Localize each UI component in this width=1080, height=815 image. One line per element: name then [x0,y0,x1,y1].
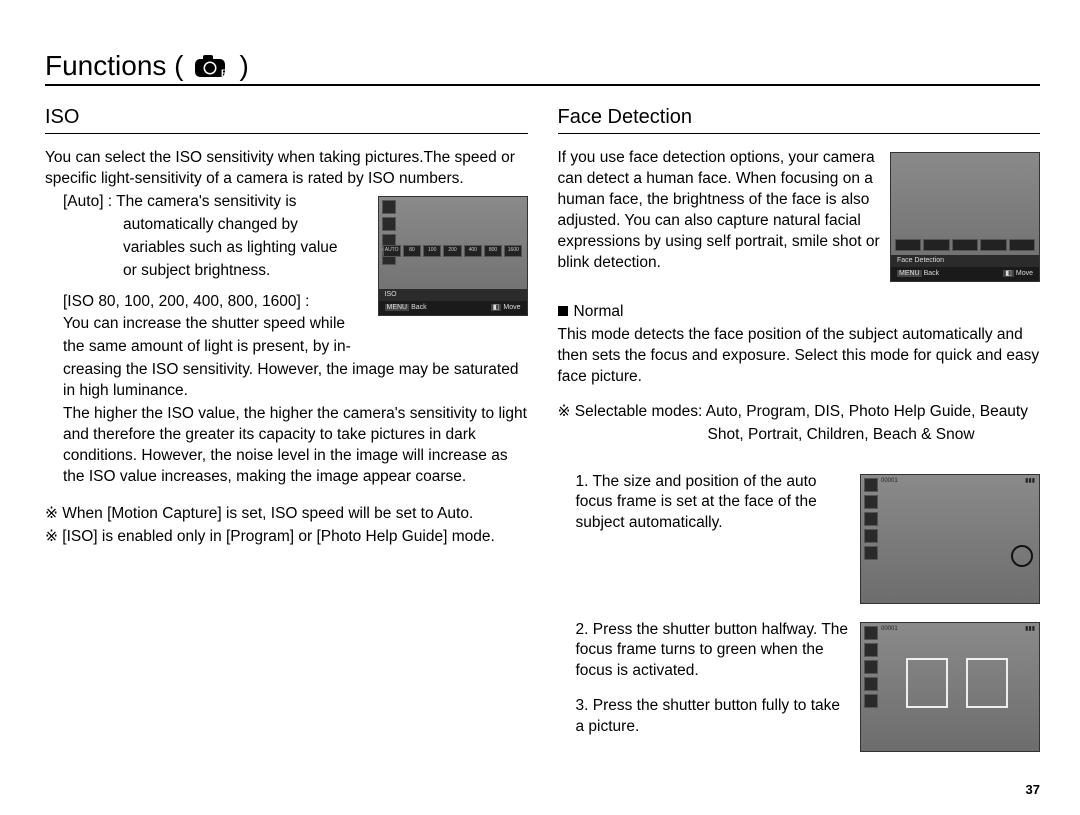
lcd-side-icon [864,643,878,657]
iso-note2: ※ [ISO] is enabled only in [Program] or … [45,527,528,548]
iso-chip: 400 [464,245,482,257]
iso-chip: AUTO [383,245,401,257]
fd-icon-row [891,239,1039,251]
normal-label: Normal [558,302,1041,323]
left-column: ISO You can select the ISO sensitivity w… [45,104,528,762]
face-focus-box [906,658,948,708]
fd-chip [980,239,1006,251]
page-number: 37 [1026,782,1040,797]
fd-step2-screenshot: 00001 ▮▮▮ [860,622,1040,752]
lcd-counter: 00001 [881,477,898,487]
fd-chip [1009,239,1035,251]
iso-chip: 800 [484,245,502,257]
battery-icon: ▮▮▮ [1025,477,1035,487]
modes-line1: ※ Selectable modes: Auto, Program, DIS, … [558,402,1041,423]
right-column: Face Detection Face Detection MENUBack ◧… [558,104,1041,762]
lcd-side-icon [864,512,878,526]
lcd-move-label: ◧Move [491,303,521,312]
face-focus-box [966,658,1008,708]
lcd-side-icon [864,626,878,640]
fd-step1-block: 00001 ▮▮▮ 1. The size and position of th… [558,472,1041,614]
lcd-top-row: 00001 ▮▮▮ [881,477,1035,487]
lcd-back-label: MENUBack [897,269,939,278]
lcd-side-icons [864,478,878,575]
face-detection-heading: Face Detection [558,104,1041,134]
lcd-side-icon [864,546,878,560]
fd-intro-block: Face Detection MENUBack ◧Move If you use… [558,148,1041,290]
iso-note1: ※ When [Motion Capture] is set, ISO spee… [45,504,528,525]
title-prefix: Functions ( [45,50,184,82]
lcd-label-bar: ISO [379,289,527,301]
modes-line2: Shot, Portrait, Children, Beach & Snow [708,425,1041,446]
lcd-side-icon [864,478,878,492]
lcd-side-icon [382,217,396,231]
iso-lcd-screenshot: AUTO 80 100 200 400 800 1600 ISO MENUBac… [378,196,528,316]
lcd-back-label: MENUBack [385,303,427,312]
lcd-side-icons [864,626,878,723]
lcd-side-icon [864,677,878,691]
iso-heading: ISO [45,104,528,134]
fd-chip [923,239,949,251]
lcd-label: Face Detection [897,256,944,265]
lcd-image-placeholder [861,475,1039,603]
lcd-image-placeholder [861,623,1039,751]
iso-p4: The higher the ISO value, the higher the… [63,404,528,488]
iso-p2: the same amount of light is present, by … [63,337,528,358]
lcd-top-row: 00001 ▮▮▮ [881,625,1035,635]
lcd-counter: 00001 [881,625,898,635]
iso-chip-row: AUTO 80 100 200 400 800 1600 [379,245,527,257]
lcd-label-bar: Face Detection [891,255,1039,267]
lcd-label: ISO [385,290,397,299]
normal-desc: This mode detects the face position of t… [558,325,1041,388]
iso-chip: 1600 [504,245,522,257]
page-title: Functions ( Fn ) [45,50,1040,86]
lcd-side-icon [864,694,878,708]
two-column-layout: ISO You can select the ISO sensitivity w… [45,104,1040,762]
fd-step2-block: 00001 ▮▮▮ 2. Press the shutter button ha… [558,620,1041,762]
camera-fn-icon: Fn [194,54,230,78]
iso-block: AUTO 80 100 200 400 800 1600 ISO MENUBac… [45,192,528,360]
title-suffix: ) [240,50,249,82]
lcd-side-icon [864,495,878,509]
circle-highlight-icon [1011,545,1033,567]
lcd-move-label: ◧Move [1003,269,1033,278]
fd-chip [952,239,978,251]
fd-chip [895,239,921,251]
lcd-side-icon [864,529,878,543]
lcd-bottom-bar: MENUBack ◧Move [891,267,1039,281]
iso-p3: creasing the ISO sensitivity. However, t… [63,360,528,402]
lcd-side-icon [864,660,878,674]
lcd-side-icons [382,200,396,287]
iso-intro: You can select the ISO sensitivity when … [45,148,528,190]
battery-icon: ▮▮▮ [1025,625,1035,635]
svg-text:Fn: Fn [221,68,230,78]
lcd-bottom-bar: MENUBack ◧Move [379,301,527,315]
iso-chip: 80 [403,245,421,257]
lcd-side-icon [382,200,396,214]
iso-p1: You can increase the shutter speed while [63,314,528,335]
fd-lcd-screenshot: Face Detection MENUBack ◧Move [890,152,1040,282]
iso-chip: 100 [423,245,441,257]
iso-chip: 200 [443,245,461,257]
fd-step1-screenshot: 00001 ▮▮▮ [860,474,1040,604]
